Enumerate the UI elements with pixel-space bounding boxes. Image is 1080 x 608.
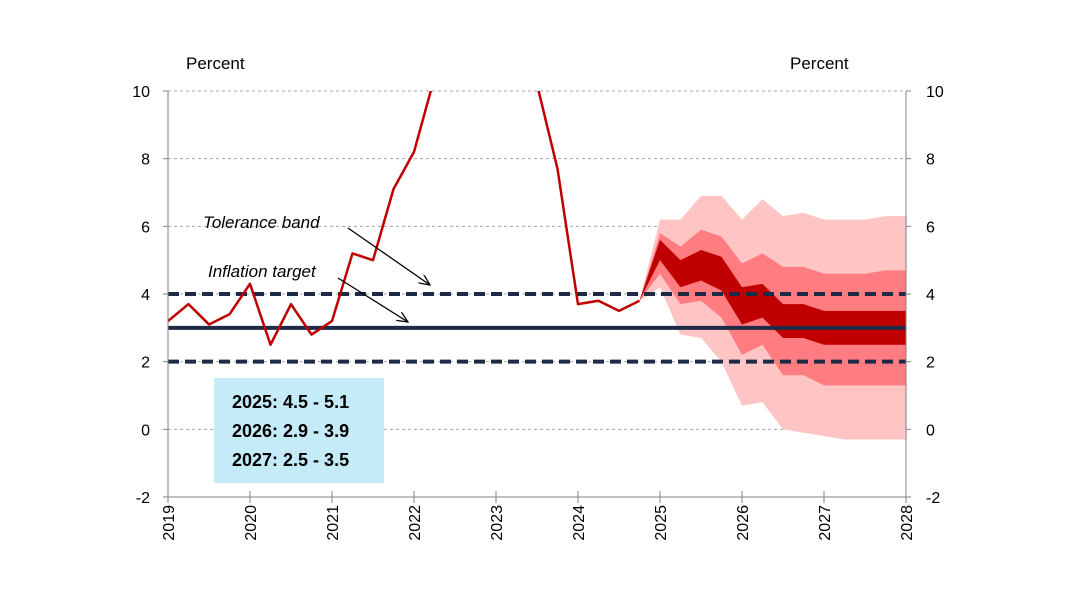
y-tick-label-left: 2 — [141, 355, 150, 372]
fan-band-30 — [639, 239, 906, 345]
axes: -2 0 2 4 6 8 10 -2 0 2 4 6 8 10 2019 2020 2021 2022 2023 20… — [132, 84, 944, 541]
forecast-ranges-background — [214, 378, 384, 483]
y-tick-label-left: 6 — [141, 219, 150, 236]
x-tick-label: 2024 — [571, 505, 588, 541]
labels: Percent Percent Tolerance band Inflation… — [186, 54, 849, 322]
y-tick-label-left: 8 — [141, 152, 150, 169]
x-tick-label: 2026 — [735, 505, 752, 541]
reference-lines — [168, 292, 906, 364]
x-tick-label: 2019 — [161, 505, 178, 541]
right-unit-label: Percent — [790, 54, 849, 73]
forecast-ranges-box: 2025: 4.5 - 5.1 2026: 2.9 - 3.9 2027: 2.… — [214, 378, 384, 483]
x-tick-label: 2022 — [407, 505, 424, 541]
forecast-range-2026: 2026: 2.9 - 3.9 — [232, 421, 349, 441]
x-tick-label: 2023 — [489, 505, 506, 541]
y-tick-label-right: 8 — [926, 152, 935, 169]
y-tick-label-right: 0 — [926, 422, 935, 439]
y-tick-label-right: 2 — [926, 355, 935, 372]
forecast-fan — [639, 195, 906, 440]
y-tick-label-left: 10 — [132, 84, 150, 101]
y-tick-label-left: -2 — [136, 490, 150, 507]
y-tick-label-right: 10 — [926, 84, 944, 101]
actual-inflation-series — [168, 91, 641, 346]
x-tick-label: 2028 — [899, 505, 916, 541]
inflation-target-annotation: Inflation target — [208, 262, 317, 281]
y-tick-label-right: 4 — [926, 287, 935, 304]
x-tick-label: 2021 — [325, 505, 342, 541]
left-unit-label: Percent — [186, 54, 245, 73]
actual-inflation-line — [168, 91, 641, 346]
y-tick-label-left: 4 — [141, 287, 150, 304]
tolerance-band-arrow — [347, 227, 430, 285]
forecast-range-2025: 2025: 4.5 - 5.1 — [232, 392, 349, 412]
x-tick-label: 2027 — [817, 505, 834, 541]
forecast-range-2027: 2027: 2.5 - 3.5 — [232, 450, 349, 470]
y-tick-label-right: 6 — [926, 219, 935, 236]
y-tick-label-right: -2 — [926, 490, 940, 507]
tolerance-band-annotation: Tolerance band — [203, 213, 320, 232]
x-tick-label: 2025 — [653, 505, 670, 541]
inflation-target-arrow — [337, 277, 408, 322]
y-tick-label-left: 0 — [141, 422, 150, 439]
x-tick-label: 2020 — [243, 505, 260, 541]
